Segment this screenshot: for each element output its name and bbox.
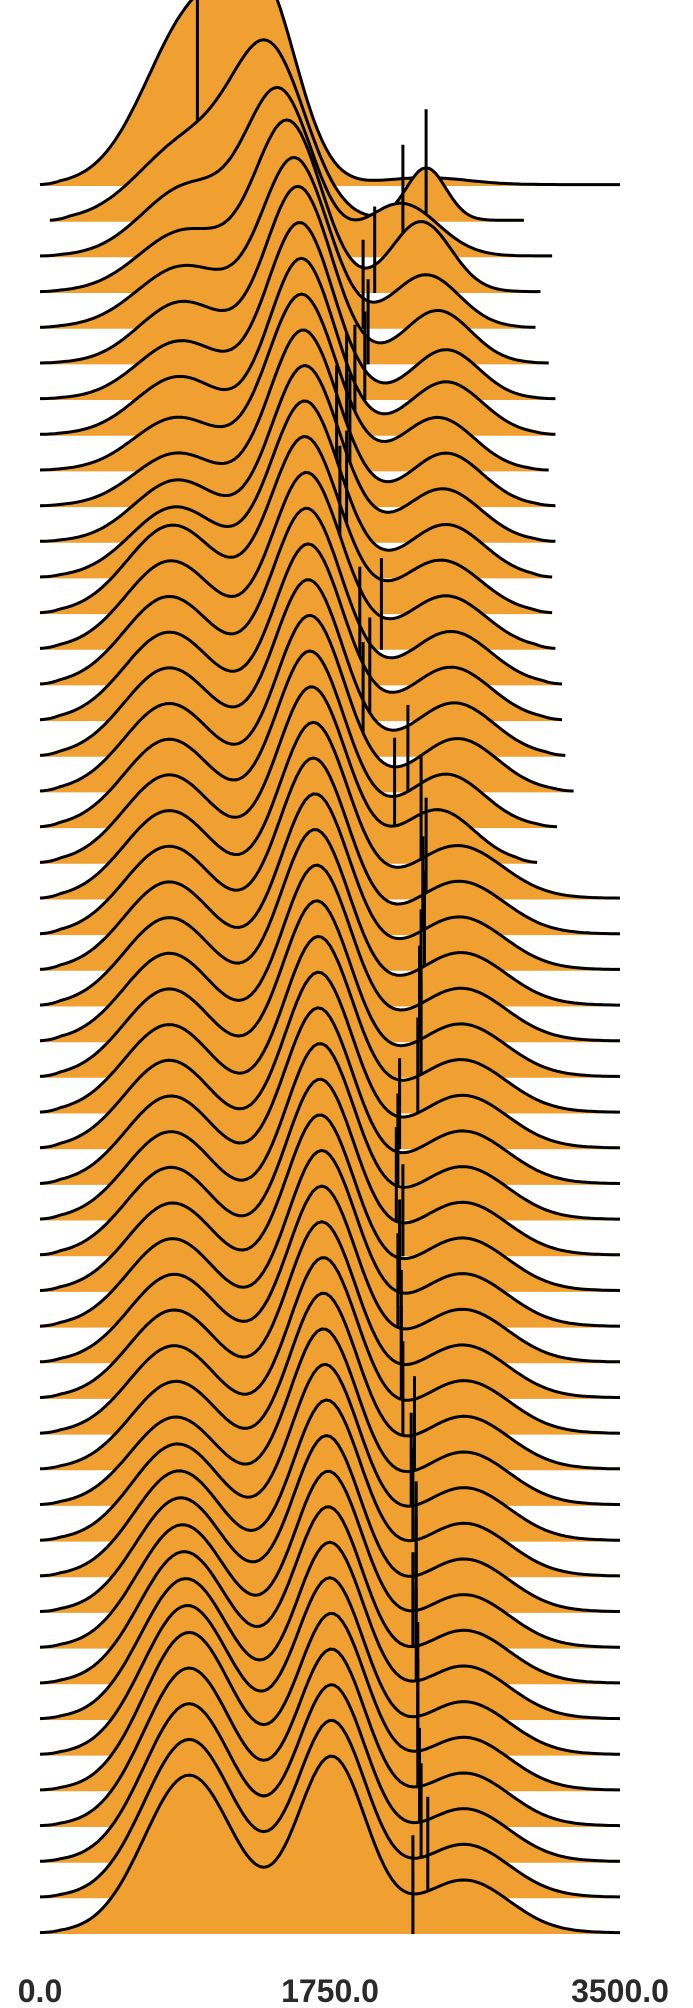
ridge-line-8 (39, 256, 556, 436)
ridge-line-50 (39, 1754, 620, 1935)
ridge-line-38 (39, 1327, 620, 1506)
ridge-line-18 (39, 613, 574, 793)
ridge-line-47 (39, 1647, 621, 1828)
ridge-line-40 (39, 1398, 621, 1578)
ridge-line-24 (39, 828, 620, 1007)
ridge-line-26 (39, 899, 620, 1078)
ridge-line-11 (39, 364, 556, 543)
ridge-line-35 (39, 1220, 620, 1399)
ridge-line-46 (39, 1611, 620, 1792)
ridge-line-23 (39, 792, 620, 971)
ridge-line-30 (39, 1042, 620, 1221)
ridge-line-16 (39, 542, 563, 722)
ridge-50 (39, 1754, 620, 1935)
ridge-line-5 (39, 156, 536, 329)
ridge-line-19 (39, 649, 558, 829)
ridge-line-2 (49, 38, 524, 222)
ridge-line-49 (39, 1718, 620, 1899)
ridge-line-10 (39, 328, 556, 508)
x-axis-tick-labels: 0.0 1750.0 3500.0 (18, 1973, 669, 2008)
ridge-line-43 (39, 1505, 620, 1685)
ridge-line-27 (39, 935, 620, 1114)
x-tick-label-0: 0.0 (18, 1973, 62, 2008)
ridge-1 (39, 0, 620, 187)
ridge-line-39 (39, 1362, 620, 1542)
ridges-group (39, 0, 621, 1935)
ridge-line-7 (40, 221, 556, 401)
ridge-line-14 (39, 471, 556, 650)
ridge-line-17 (39, 578, 566, 757)
ridge-line-28 (39, 970, 620, 1150)
ridge-line-32 (39, 1113, 621, 1292)
ridge-line-29 (39, 1006, 621, 1185)
x-tick-label-1: 1750.0 (281, 1973, 379, 2008)
ridge-line-9 (39, 292, 549, 472)
ridge-line-45 (39, 1576, 620, 1756)
x-tick-label-2: 3500.0 (571, 1973, 669, 2008)
ridge-line-1 (39, 0, 620, 187)
ridge-line-20 (39, 685, 538, 864)
ridge-line-6 (39, 184, 549, 365)
ridge-line-44 (39, 1540, 621, 1721)
ridge-line-41 (39, 1434, 620, 1613)
ridge-line-13 (39, 435, 553, 615)
ridge-line-15 (39, 506, 563, 686)
ridge-fill-50 (40, 1756, 620, 1934)
ridge-line-25 (39, 863, 621, 1043)
ridge-line-34 (39, 1184, 620, 1364)
ridge-line-36 (39, 1256, 621, 1435)
ridge-line-3 (40, 85, 553, 258)
ridge-line-31 (39, 1077, 620, 1257)
ridge-line-21 (39, 720, 621, 900)
ridge-line-12 (39, 399, 553, 579)
ridge-line-48 (39, 1683, 621, 1863)
ridge-line-22 (39, 756, 620, 936)
ridge-line-4 (39, 118, 541, 294)
ridge-line-42 (39, 1469, 620, 1649)
ridge-line-33 (39, 1148, 621, 1328)
ridge-line-37 (39, 1291, 620, 1471)
